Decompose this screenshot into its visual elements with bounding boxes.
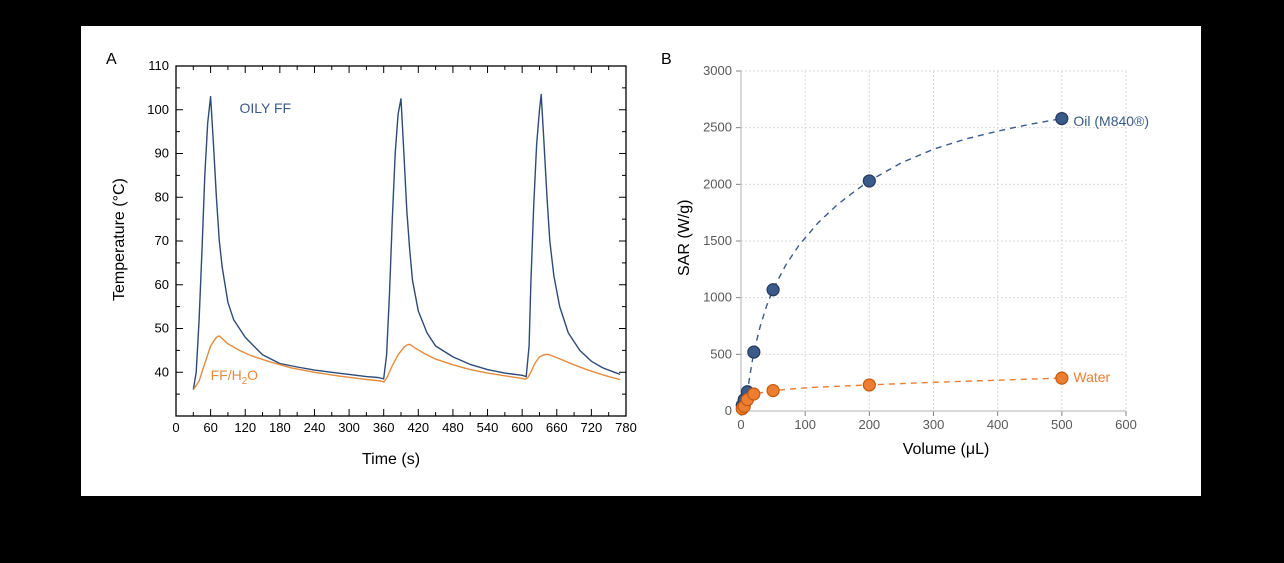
svg-text:110: 110 [148,58,169,73]
chart-a-ylabel: Temperature (°C) [111,178,129,301]
svg-text:300: 300 [338,420,360,435]
series-label: OILY FF [239,100,359,116]
svg-text:120: 120 [234,420,256,435]
series-annotation: Oil (M840®) [1073,113,1149,129]
svg-text:2000: 2000 [703,176,732,191]
panel-b: B 0 100 200 300 400 500 600 0 500 1000 1500 2000 250… [641,26,1201,496]
svg-text:100: 100 [794,417,816,432]
svg-text:0: 0 [737,417,744,432]
chart-b-xlabel: Volume (μL) [866,441,1026,459]
svg-text:300: 300 [923,417,945,432]
chart-a-xlabel: Time (s) [311,451,471,469]
svg-text:0: 0 [172,420,179,435]
svg-text:240: 240 [304,420,326,435]
svg-text:480: 480 [442,420,464,435]
svg-text:60: 60 [155,277,169,292]
chart-a-svg: 0 60 120 180 240 300 360 420 480 540 600 660 720 780 4… [121,56,641,456]
svg-text:80: 80 [155,189,169,204]
chart-b-ylabel: SAR (W/g) [676,200,694,276]
figure-frame: A 06012018024030036042048054060066072078… [80,25,1202,497]
svg-text:660: 660 [546,420,568,435]
svg-text:600: 600 [511,420,533,435]
series-label: FF/H2O [211,367,331,387]
svg-text:200: 200 [858,417,880,432]
svg-text:720: 720 [581,420,603,435]
svg-text:360: 360 [373,420,395,435]
svg-text:1000: 1000 [703,290,732,305]
panel-a-label: A [106,51,117,69]
svg-text:3000: 3000 [703,63,732,78]
svg-text:420: 420 [407,420,429,435]
svg-text:100: 100 [147,102,169,117]
svg-text:780: 780 [615,420,637,435]
svg-text:2500: 2500 [703,120,732,135]
svg-text:400: 400 [987,417,1009,432]
chart-b-svg: 0 100 200 300 400 500 600 0 500 1000 1500 2000 2500 3… [676,56,1201,456]
svg-text:0: 0 [725,403,732,418]
svg-text:1500: 1500 [703,233,732,248]
svg-text:500: 500 [710,346,732,361]
panel-a: A 0 60 120 180 240 300 360 420 480 540 600 660 720 78… [81,26,641,496]
svg-text:540: 540 [477,420,499,435]
svg-text:50: 50 [155,321,169,336]
svg-text:90: 90 [155,146,169,161]
svg-text:60: 60 [203,420,217,435]
svg-text:40: 40 [155,364,169,379]
series-annotation: Water [1073,369,1110,385]
svg-text:70: 70 [155,233,169,248]
panel-b-label: B [661,51,672,69]
svg-text:600: 600 [1115,417,1137,432]
svg-text:500: 500 [1051,417,1073,432]
svg-text:180: 180 [269,420,291,435]
